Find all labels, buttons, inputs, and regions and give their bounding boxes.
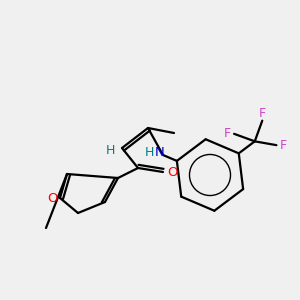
- Text: F: F: [259, 107, 266, 120]
- Text: N: N: [155, 146, 165, 160]
- Text: O: O: [47, 193, 57, 206]
- Text: H: H: [105, 143, 115, 157]
- Text: H: H: [144, 146, 154, 160]
- Text: F: F: [224, 127, 231, 140]
- Text: O: O: [167, 166, 177, 178]
- Text: F: F: [280, 139, 287, 152]
